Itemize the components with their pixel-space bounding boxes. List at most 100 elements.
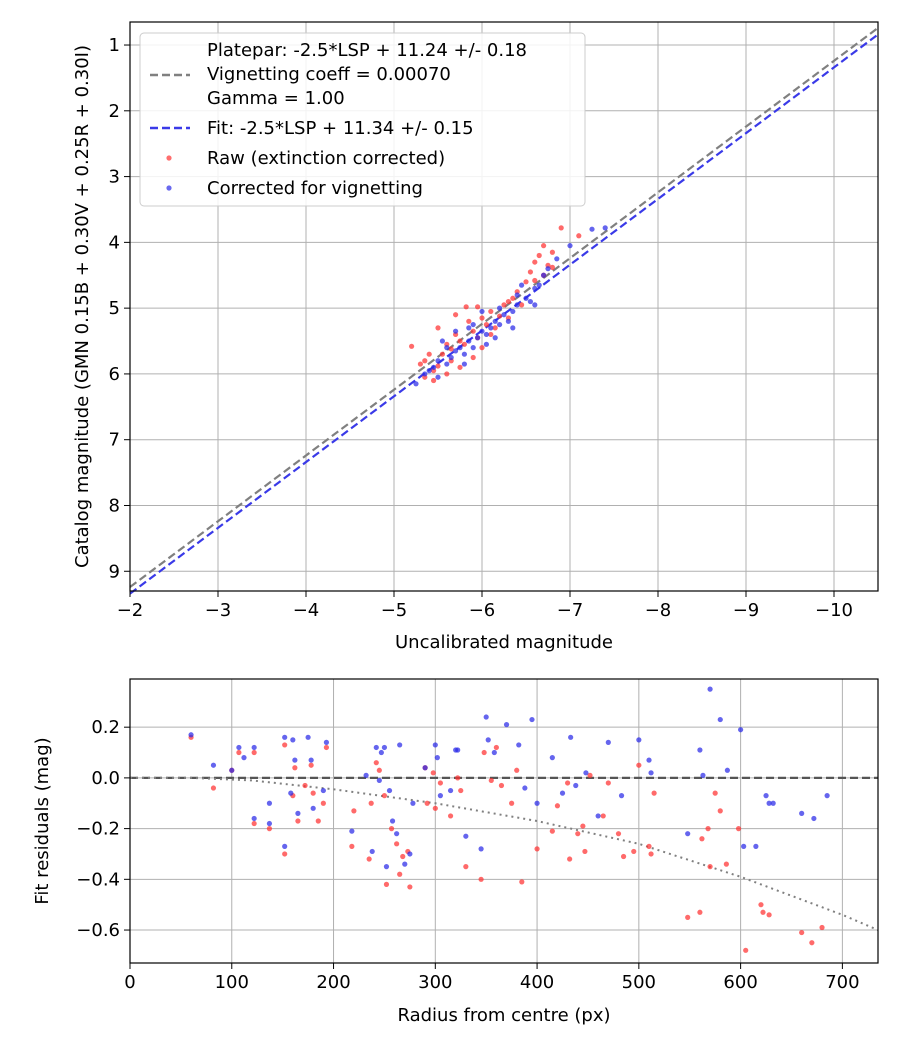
y-tick-label: 3	[109, 167, 120, 188]
data-point	[444, 361, 450, 367]
bottom-y-ticks: 0.2 0.0 −0.2 −0.4 −0.6	[76, 717, 130, 941]
data-point	[432, 742, 438, 748]
data-point	[549, 828, 555, 834]
data-point	[457, 338, 463, 344]
data-point	[567, 243, 573, 249]
data-point	[458, 787, 464, 794]
data-point	[320, 800, 326, 806]
data-point	[685, 831, 691, 837]
data-point	[534, 846, 540, 852]
legend-box	[139, 32, 586, 207]
data-point	[532, 277, 538, 284]
top-scatter-points	[409, 225, 608, 387]
data-point	[809, 940, 815, 946]
data-point	[529, 716, 535, 723]
y-tick-label: 9	[109, 561, 120, 582]
data-point	[501, 312, 507, 318]
data-point	[766, 912, 772, 918]
data-point	[463, 304, 469, 310]
data-point	[527, 298, 534, 305]
x-tick-label: −5	[381, 600, 408, 621]
data-point	[620, 853, 627, 860]
data-point	[310, 790, 316, 796]
data-point	[288, 790, 294, 796]
data-point	[424, 800, 430, 806]
x-tick-label: 300	[418, 972, 452, 993]
data-point	[463, 864, 469, 870]
data-point	[457, 364, 463, 370]
data-point	[282, 843, 288, 849]
data-point	[605, 780, 611, 786]
data-point	[510, 325, 516, 331]
data-point	[349, 843, 355, 849]
data-point	[559, 790, 566, 796]
legend-label-gamma: Gamma = 1.00	[207, 88, 345, 109]
data-point	[532, 302, 538, 308]
data-point	[514, 302, 520, 308]
data-point	[266, 800, 273, 806]
data-point	[488, 777, 494, 784]
y-tick-label: −0.2	[76, 819, 120, 840]
data-point	[514, 767, 520, 773]
data-point	[758, 902, 764, 908]
line-vignetting	[130, 776, 879, 931]
data-point	[409, 343, 415, 349]
data-point	[439, 338, 445, 344]
data-point	[434, 755, 440, 761]
data-point	[648, 851, 654, 857]
data-point	[323, 739, 330, 745]
data-point	[519, 282, 525, 288]
data-point	[497, 305, 503, 311]
bottom-reference-lines	[130, 776, 879, 931]
x-tick-label: −10	[815, 600, 853, 621]
data-point	[600, 813, 606, 819]
y-tick-label: 2	[109, 101, 120, 122]
data-point	[488, 325, 494, 331]
data-point	[707, 864, 713, 870]
data-point	[819, 924, 825, 931]
data-point	[481, 749, 487, 756]
data-point	[646, 843, 652, 849]
legend-entry-gamma: Gamma = 1.00	[207, 88, 345, 109]
data-point	[575, 831, 581, 837]
data-point	[241, 755, 247, 761]
data-point	[447, 813, 454, 819]
data-point	[519, 879, 525, 885]
data-point	[527, 269, 534, 275]
series-corrected-for-vignetting	[413, 225, 608, 387]
data-point	[381, 793, 388, 799]
series-raw	[188, 734, 825, 953]
x-tick-label: 600	[723, 972, 757, 993]
data-point	[383, 881, 390, 887]
data-point	[573, 782, 579, 789]
data-point	[705, 826, 711, 832]
data-point	[376, 767, 382, 773]
data-point	[510, 295, 516, 301]
data-point	[310, 805, 316, 811]
data-point	[470, 345, 476, 351]
data-point	[444, 371, 450, 377]
data-point	[470, 321, 476, 328]
data-point	[378, 749, 384, 756]
data-point	[523, 295, 529, 301]
data-point	[422, 765, 428, 771]
y-tick-label: 4	[109, 232, 120, 253]
data-point	[753, 843, 759, 849]
x-tick-label: 500	[622, 972, 656, 993]
data-point	[510, 308, 516, 315]
data-point	[615, 831, 622, 837]
data-point	[236, 749, 242, 756]
x-tick-label: 200	[316, 972, 350, 993]
data-point	[376, 777, 382, 784]
data-point	[315, 818, 321, 824]
legend-label-vignetting: Vignetting coeff = 0.00070	[207, 64, 451, 85]
x-tick-label: −8	[645, 600, 672, 621]
data-point	[292, 757, 298, 763]
data-point	[811, 815, 817, 822]
data-point	[229, 767, 235, 773]
data-point	[349, 828, 355, 834]
data-point	[587, 772, 593, 778]
data-point	[583, 770, 589, 776]
data-point	[397, 742, 403, 748]
